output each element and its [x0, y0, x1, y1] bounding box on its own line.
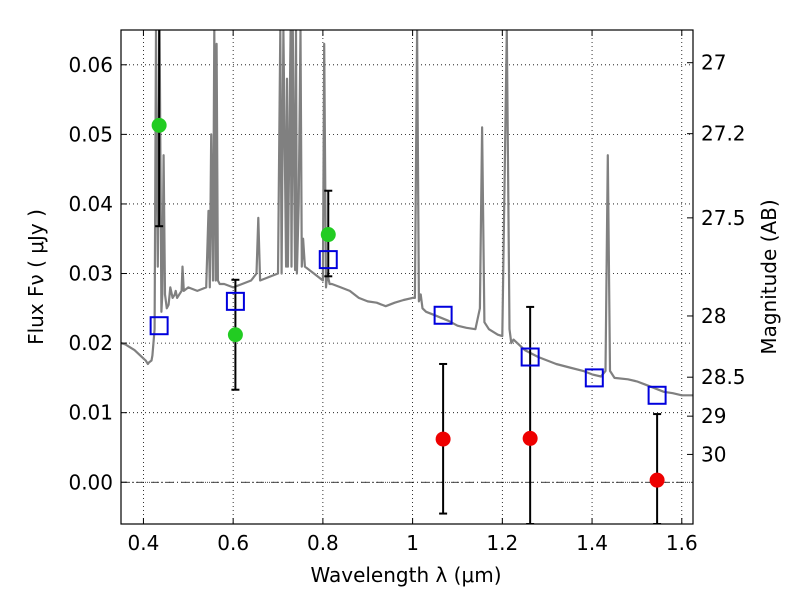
- observed-point: [151, 117, 167, 133]
- observed-point: [227, 327, 243, 343]
- x-tick-label: 1.4: [576, 531, 608, 555]
- y2-tick-label: 29: [701, 404, 726, 428]
- data-marks: [121, 30, 693, 524]
- y-tick-label: 0.00: [68, 470, 113, 494]
- model-square: [433, 305, 453, 325]
- model-square: [647, 385, 667, 405]
- axes: 0.4 0.6 0.8 1 1.2 1.4 1.6 0.00 0.01 0.02 0.03 0.04 0…: [68, 30, 746, 555]
- y-tick-label: 0.04: [68, 192, 113, 216]
- y-tick-label: 0.03: [68, 262, 113, 286]
- y2-tick-label: 27.5: [701, 206, 746, 230]
- y-tick-label: 0.06: [68, 53, 113, 77]
- x-tick-label: 0.4: [128, 531, 160, 555]
- plot-frame: [120, 29, 694, 525]
- y2-tick-label: 28: [701, 304, 726, 328]
- observed-point: [435, 431, 451, 447]
- y2-tick-label: 27: [701, 51, 726, 75]
- observed-point: [649, 472, 665, 488]
- x-tick-label: 1: [406, 531, 419, 555]
- observed-point: [320, 227, 336, 243]
- y-tick-label: 0.01: [68, 401, 113, 425]
- observed-point: [522, 430, 538, 446]
- x-tick-label: 1.2: [486, 531, 518, 555]
- x-tick-label: 0.6: [217, 531, 249, 555]
- y-tick-label: 0.02: [68, 331, 113, 355]
- y2-tick-label: 28.5: [701, 365, 746, 389]
- spectrum-line: [121, 30, 693, 397]
- x-tick-label: 0.8: [307, 531, 339, 555]
- y-tick-label: 0.05: [68, 122, 113, 146]
- model-square: [584, 368, 604, 388]
- model-square: [318, 250, 338, 270]
- plot-area: [121, 30, 693, 524]
- x-tick-label: 1.6: [666, 531, 698, 555]
- model-square: [149, 316, 169, 336]
- y2-tick-label: 30: [701, 442, 726, 466]
- y2-axis-label: Magnitude (AB): [757, 199, 781, 354]
- x-axis-label: Wavelength λ (μm): [310, 563, 501, 587]
- model-square: [520, 347, 540, 367]
- model-square: [225, 291, 245, 311]
- y-axis-label: Flux Fν ( μJy ): [24, 209, 48, 345]
- y2-tick-label: 27.2: [701, 122, 746, 146]
